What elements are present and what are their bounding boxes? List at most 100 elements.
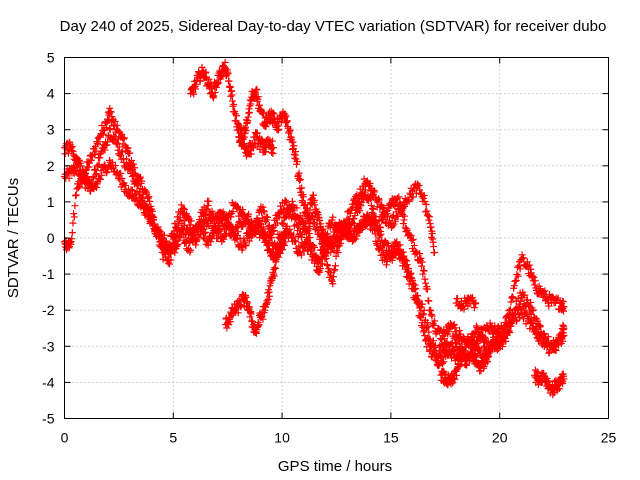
data-point-track-c [167, 250, 175, 258]
data-point-track-c [531, 326, 539, 334]
data-point-track-g [485, 350, 493, 358]
data-point-track-g [453, 371, 461, 379]
data-point-track-a [510, 282, 518, 290]
data-point-track-d [289, 138, 297, 146]
data-point-track-b [91, 166, 99, 174]
data-point-track-a [430, 322, 438, 330]
data-point-track-d [366, 180, 374, 187]
data-point-track-c [396, 241, 404, 249]
data-point-track-a [399, 220, 407, 228]
data-point-track-c [298, 231, 306, 239]
data-point-track-a [513, 270, 521, 278]
data-point-track-f [237, 136, 245, 144]
data-point-track-b [305, 239, 313, 247]
data-point-track-a [451, 324, 459, 332]
data-point-track-c [445, 341, 453, 349]
data-point-track-d [414, 180, 422, 188]
data-point-track-d [369, 192, 377, 200]
data-point-track-c [474, 346, 482, 354]
data-point-track-a [403, 225, 411, 233]
data-point-track-a [464, 332, 472, 340]
data-point-track-d [319, 225, 327, 233]
data-point-track-b [256, 220, 264, 228]
chart-title: Day 240 of 2025, Sidereal Day-to-day VTE… [60, 18, 607, 35]
y-axis-label: SDTVAR / TECUs [5, 178, 22, 298]
data-point-track-c [322, 254, 330, 262]
data-point-track-a [142, 187, 150, 195]
data-point-track-c [425, 328, 433, 336]
data-point-track-b [204, 241, 212, 249]
data-point-track-a [419, 270, 427, 278]
data-point-track-b [316, 265, 324, 273]
data-point-track-a [99, 130, 107, 138]
data-point-track-d [425, 216, 433, 224]
data-point-track-d [374, 195, 382, 203]
data-point-track-d [430, 248, 438, 256]
data-point-track-b [534, 317, 542, 325]
data-point-track-d [397, 209, 405, 217]
data-point-track-f [238, 135, 246, 143]
data-point-track-c [414, 296, 422, 304]
data-point-track-d [245, 108, 253, 116]
data-point-track-a [507, 298, 515, 306]
data-point-track-a [395, 193, 403, 201]
data-point-track-c [382, 246, 390, 254]
data-point-track-c [418, 300, 426, 308]
data-point-track-c [280, 208, 288, 216]
data-point-track-d [228, 91, 236, 99]
data-point-track-a [204, 202, 212, 210]
data-point-track-d [316, 216, 324, 224]
data-point-track-d [262, 122, 270, 130]
data-point-track-b [229, 208, 237, 216]
data-point-track-a [531, 277, 539, 285]
data-point-track-a [421, 275, 429, 283]
data-point-track-b [129, 172, 137, 180]
data-point-track-i [453, 295, 461, 303]
data-point-track-b [438, 360, 446, 368]
data-point-track-c [348, 234, 356, 242]
data-point-track-c [255, 223, 263, 231]
data-point-track-c [321, 255, 329, 263]
data-point-track-c [473, 340, 481, 348]
data-point-track-c [560, 326, 568, 334]
data-point-track-c [78, 170, 86, 178]
data-point-track-c [423, 319, 431, 327]
data-point-track-c [429, 337, 437, 345]
data-point-track-f [262, 144, 270, 152]
data-point-track-e [270, 272, 278, 280]
data-point-track-e [272, 264, 280, 272]
data-point-track-d [205, 75, 213, 83]
data-point-track-d [230, 100, 238, 108]
data-point-track-a [410, 241, 418, 249]
data-point-track-a [429, 321, 437, 329]
data-point-track-d [326, 236, 334, 244]
data-point-track-h [560, 375, 568, 383]
data-point-track-h [544, 377, 552, 385]
data-point-track-c [401, 256, 409, 264]
y-tick-label: -3 [42, 338, 55, 354]
data-point-track-e [271, 264, 279, 272]
data-point-track-c [155, 226, 163, 234]
data-point-track-d [298, 184, 306, 192]
data-point-track-c [172, 231, 180, 239]
data-point-track-a [65, 174, 73, 182]
data-point-track-a [409, 235, 417, 243]
data-point-track-f [269, 144, 277, 152]
data-point-track-c [406, 270, 414, 278]
y-tick-label: -4 [42, 374, 55, 390]
data-point-track-d [290, 142, 298, 150]
data-point-track-a [306, 234, 314, 242]
data-point-track-a [452, 328, 460, 336]
data-point-track-b [115, 143, 123, 151]
data-point-track-b [103, 141, 111, 149]
data-point-track-c [68, 143, 76, 151]
y-tick-label: -5 [42, 411, 55, 427]
data-point-track-c [334, 249, 342, 257]
data-point-track-c [207, 217, 215, 225]
data-point-track-c [369, 212, 377, 220]
data-point-track-c [111, 162, 119, 170]
data-point-track-b [374, 238, 382, 246]
data-point-track-b [92, 171, 100, 179]
y-tick-label: 4 [47, 86, 55, 102]
data-point-track-d [424, 212, 432, 220]
